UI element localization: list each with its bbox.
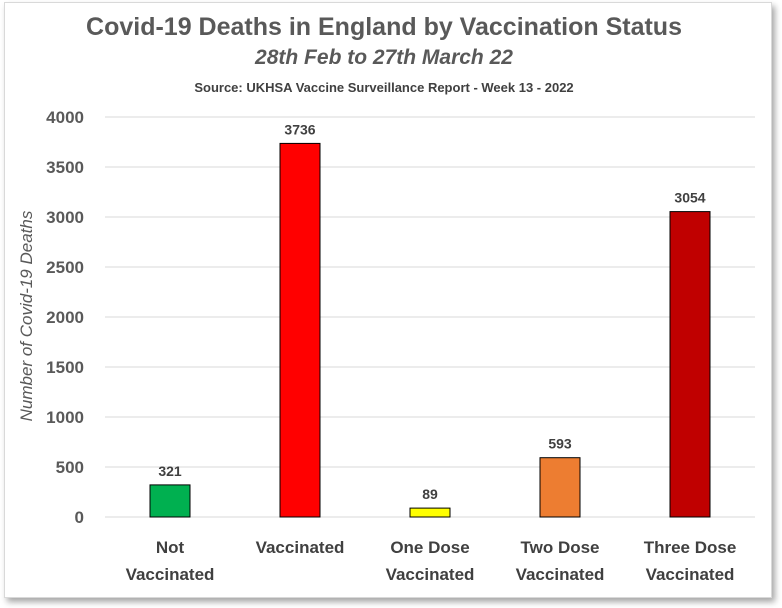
data-label: 321 bbox=[158, 463, 182, 479]
bar bbox=[279, 142, 321, 518]
x-tick-label: Vaccinated bbox=[126, 565, 215, 584]
bar bbox=[149, 484, 191, 518]
y-tick-label: 1000 bbox=[46, 408, 84, 427]
data-labels: 321 3736 89 593 3054 bbox=[158, 121, 705, 502]
data-label: 3736 bbox=[284, 121, 315, 137]
x-tick-label: One Dose bbox=[390, 538, 469, 557]
x-tick-label: Two Dose bbox=[520, 538, 599, 557]
y-tick-label: 4000 bbox=[46, 108, 84, 127]
y-axis-label: Number of Covid-19 Deaths bbox=[17, 210, 36, 421]
bar bbox=[539, 457, 581, 518]
y-tick-label: 3000 bbox=[46, 208, 84, 227]
y-tick-label: 2500 bbox=[46, 258, 84, 277]
x-axis-ticks: Not Vaccinated Vaccinated One Dose Vaccinate… bbox=[126, 538, 737, 584]
bars bbox=[149, 142, 711, 518]
data-label: 593 bbox=[548, 436, 572, 452]
y-tick-label: 2000 bbox=[46, 308, 84, 327]
x-tick-label: Not bbox=[156, 538, 185, 557]
chart-frame bbox=[4, 2, 772, 598]
data-label: 3054 bbox=[674, 190, 705, 206]
bar bbox=[669, 211, 711, 518]
x-tick-label: Vaccinated bbox=[256, 538, 345, 557]
x-tick-label: Vaccinated bbox=[516, 565, 605, 584]
chart-subtitle: 28th Feb to 27th March 22 bbox=[254, 46, 513, 69]
x-tick-label: Vaccinated bbox=[386, 565, 475, 584]
bar bbox=[409, 507, 451, 518]
x-tick-label: Three Dose bbox=[644, 538, 737, 557]
chart-title: Covid-19 Deaths in England by Vaccinatio… bbox=[86, 13, 682, 41]
y-tick-label: 1500 bbox=[46, 358, 84, 377]
y-tick-label: 500 bbox=[56, 458, 84, 477]
y-tick-label: 3500 bbox=[46, 158, 84, 177]
y-axis-ticks: 0 500 1000 1500 2000 2500 3000 3500 4000 bbox=[46, 108, 84, 527]
y-tick-label: 0 bbox=[75, 508, 84, 527]
data-label: 89 bbox=[422, 486, 438, 502]
gridlines bbox=[105, 116, 755, 518]
x-tick-label: Vaccinated bbox=[646, 565, 735, 584]
chart-source: Source: UKHSA Vaccine Surveillance Repor… bbox=[194, 80, 573, 95]
